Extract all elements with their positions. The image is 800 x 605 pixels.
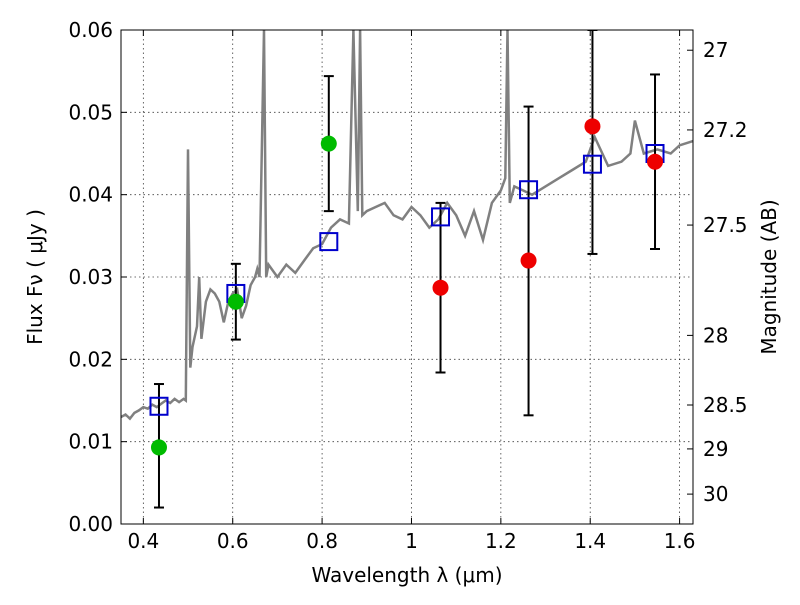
y-tick-label: 0.03	[68, 265, 113, 289]
red-point	[520, 252, 537, 269]
x-tick-label: 1.4	[574, 529, 606, 553]
right-tick-label: 28.5	[703, 393, 748, 417]
y-axis-label: Flux Fν ( μJy )	[23, 209, 47, 345]
red-point	[584, 118, 601, 135]
x-axis-label: Wavelength λ (μm)	[311, 563, 502, 587]
red-point	[432, 279, 449, 296]
model-square-marker	[149, 396, 169, 416]
grid-lines	[121, 30, 693, 524]
y-tick-label: 0.04	[68, 183, 113, 207]
model-square-marker	[519, 180, 539, 200]
green-point	[150, 439, 167, 456]
green-point	[320, 135, 337, 152]
x-tick-label: 0.4	[127, 529, 159, 553]
photometry-points	[150, 118, 664, 456]
axis-ticks	[121, 29, 693, 525]
error-bars	[153, 30, 661, 509]
green-point	[227, 293, 244, 310]
x-tick-label: 1	[405, 529, 418, 553]
y-tick-label: 0.02	[68, 347, 113, 371]
spectrum-line	[121, 30, 693, 421]
model-square-marker	[582, 154, 602, 174]
right-tick-label: 28	[703, 323, 728, 347]
model-square-marker	[431, 207, 451, 227]
x-tick-label: 0.6	[217, 529, 249, 553]
y-tick-label: 0.00	[68, 512, 113, 536]
model-square-marker	[319, 232, 339, 252]
x-tick-label: 0.8	[306, 529, 338, 553]
x-tick-label: 1.2	[485, 529, 517, 553]
right-tick-label: 30	[703, 482, 728, 506]
y-tick-label: 0.06	[68, 18, 113, 42]
right-tick-label: 29	[703, 437, 728, 461]
right-axis-label: Magnitude (AB)	[757, 199, 781, 354]
right-tick-label: 27	[703, 38, 728, 62]
red-point	[647, 153, 664, 170]
right-tick-label: 27.2	[703, 118, 748, 142]
model-squares	[149, 144, 665, 416]
tick-labels: 0.4 0.6 0.8 1 1.2 1.4 1.6 0.00 0.01 0.02 0.03 0.04 0…	[68, 18, 747, 553]
y-tick-label: 0.05	[68, 100, 113, 124]
y-tick-label: 0.01	[68, 430, 113, 454]
x-tick-label: 1.6	[664, 529, 696, 553]
error-bar	[587, 30, 598, 255]
right-tick-label: 27.5	[703, 213, 748, 237]
